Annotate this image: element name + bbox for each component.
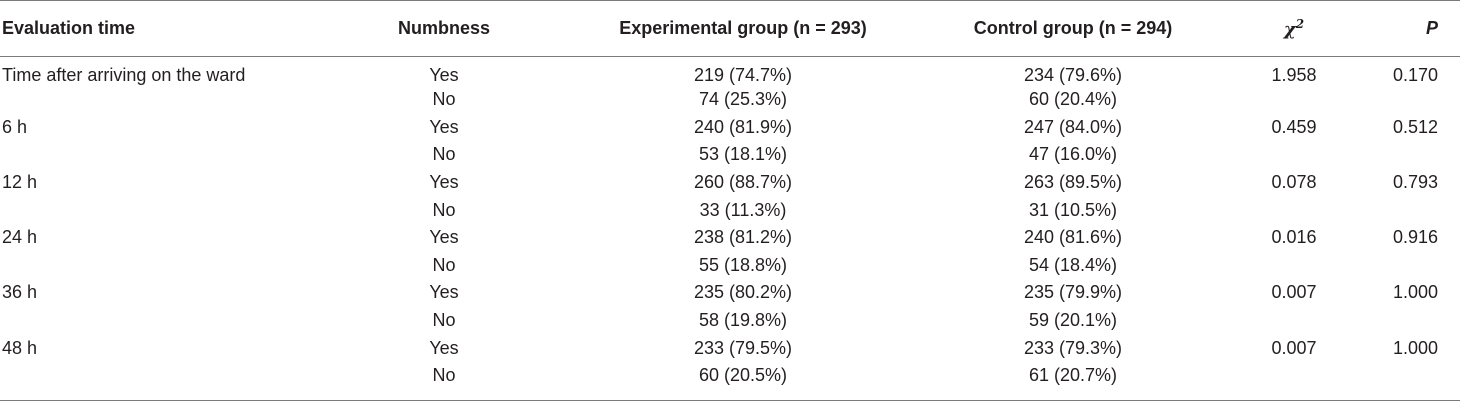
cell-numbness: Yes xyxy=(429,227,459,248)
cell-numbness: No xyxy=(330,361,518,401)
header-control-group: Control group (n = 294) xyxy=(908,0,1198,57)
cell-control: 233 (79.3%) xyxy=(1023,337,1123,358)
cell-evaluation-time: 48 h xyxy=(2,337,38,358)
cell-numbness: No xyxy=(432,199,456,220)
cell-control: 54 (18.4%) xyxy=(1028,254,1118,275)
cell-numbness: No xyxy=(432,310,456,331)
cell-chi-square xyxy=(1198,252,1350,280)
cell-experimental: 233 (79.5%) xyxy=(693,337,793,358)
header-evaluation-time: Evaluation time xyxy=(0,0,330,57)
cell-numbness: No xyxy=(432,254,456,275)
table-row: 48 h Yes 233 (79.5%) 233 (79.3%) 0.007 1.000 xyxy=(0,334,1460,362)
cell-numbness: Yes xyxy=(429,337,459,358)
cell-control: 61 (20.7%) xyxy=(908,361,1198,401)
cell-numbness: Yes xyxy=(429,65,459,85)
cell-numbness: Yes xyxy=(429,172,459,193)
cell-p-value: 1.000 xyxy=(1392,282,1438,303)
cell-chi-square xyxy=(1198,86,1350,114)
cell-evaluation-time xyxy=(0,252,330,280)
cell-control: 263 (89.5%) xyxy=(1023,172,1123,193)
cell-experimental: 260 (88.7%) xyxy=(693,172,793,193)
table-row: No 33 (11.3%) 31 (10.5%) xyxy=(0,196,1460,224)
cell-experimental: 238 (81.2%) xyxy=(693,227,793,248)
cell-control: 247 (84.0%) xyxy=(1023,116,1123,137)
header-experimental-group: Experimental group (n = 293) xyxy=(518,0,908,57)
cell-chi-square: 0.459 xyxy=(1271,116,1317,137)
cell-chi-square xyxy=(1198,196,1350,224)
cell-experimental: 240 (81.9%) xyxy=(693,116,793,137)
table-body: Time after arriving on the ward Yes 219 (7… xyxy=(0,57,1460,401)
cell-chi-square xyxy=(1198,361,1350,401)
cell-control: 240 (81.6%) xyxy=(1023,227,1123,248)
cell-chi-square: 0.016 xyxy=(1271,227,1317,248)
cell-numbness: No xyxy=(432,144,456,165)
cell-evaluation-time xyxy=(0,141,330,169)
cell-p-value: 0.170 xyxy=(1392,65,1438,85)
cell-evaluation-time: 12 h xyxy=(2,172,38,193)
cell-p-value: 0.793 xyxy=(1392,172,1438,193)
cell-evaluation-time: 24 h xyxy=(2,227,38,248)
table-row: No 60 (20.5%) 61 (20.7%) xyxy=(0,361,1460,401)
table-row: 24 h Yes 238 (81.2%) 240 (81.6%) 0.016 0.916 xyxy=(0,224,1460,252)
cell-p-value: 1.000 xyxy=(1392,337,1438,358)
cell-control: 47 (16.0%) xyxy=(1028,144,1118,165)
cell-chi-square xyxy=(1198,307,1350,335)
header-p-value: P xyxy=(1350,0,1460,57)
cell-p-value xyxy=(1350,252,1460,280)
cell-chi-square: 0.007 xyxy=(1271,337,1317,358)
header-row: Evaluation time Numbness Experimental gr… xyxy=(0,0,1460,57)
cell-numbness: Yes xyxy=(429,116,459,137)
cell-numbness: No xyxy=(432,89,456,110)
cell-experimental: 235 (80.2%) xyxy=(693,282,793,303)
cell-chi-square: 0.007 xyxy=(1271,282,1317,303)
chi-symbol: χ xyxy=(1283,19,1296,40)
cell-evaluation-time xyxy=(0,361,330,401)
cell-evaluation-time: 6 h xyxy=(2,116,28,137)
cell-evaluation-time: 36 h xyxy=(2,282,38,303)
table-row: 36 h Yes 235 (80.2%) 235 (79.9%) 0.007 1.000 xyxy=(0,279,1460,307)
table-row: No 53 (18.1%) 47 (16.0%) xyxy=(0,141,1460,169)
cell-p-value xyxy=(1350,361,1460,401)
cell-evaluation-time xyxy=(0,307,330,335)
cell-p-value: 0.512 xyxy=(1392,116,1438,137)
cell-experimental: 219 (74.7%) xyxy=(693,65,793,85)
table-header: Evaluation time Numbness Experimental gr… xyxy=(0,0,1460,57)
cell-control: 59 (20.1%) xyxy=(1028,310,1118,331)
cell-experimental: 74 (25.3%) xyxy=(698,89,788,110)
cell-control: 31 (10.5%) xyxy=(1028,199,1118,220)
cell-control: 234 (79.6%) xyxy=(1023,65,1123,85)
cell-chi-square xyxy=(1198,141,1350,169)
cell-experimental: 60 (20.5%) xyxy=(518,361,908,401)
cell-experimental: 55 (18.8%) xyxy=(698,254,788,275)
cell-evaluation-time xyxy=(0,86,330,114)
table-row: Time after arriving on the ward Yes 219 (7… xyxy=(0,57,1460,87)
cell-evaluation-time: Time after arriving on the ward xyxy=(2,65,246,85)
cell-chi-square: 0.078 xyxy=(1271,172,1317,193)
cell-numbness: Yes xyxy=(429,282,459,303)
cell-p-value xyxy=(1350,86,1460,114)
table-row: No 74 (25.3%) 60 (20.4%) xyxy=(0,86,1460,114)
table-row: No 58 (19.8%) 59 (20.1%) xyxy=(0,307,1460,335)
cell-evaluation-time xyxy=(0,196,330,224)
cell-chi-square: 1.958 xyxy=(1271,65,1317,85)
cell-p-value xyxy=(1350,141,1460,169)
cell-experimental: 33 (11.3%) xyxy=(699,199,787,220)
cell-experimental: 58 (19.8%) xyxy=(698,310,788,331)
cell-p-value xyxy=(1350,307,1460,335)
chi-superscript: 2 xyxy=(1295,17,1305,31)
cell-control: 235 (79.9%) xyxy=(1023,282,1123,303)
cell-experimental: 53 (18.1%) xyxy=(698,144,788,165)
cell-control: 60 (20.4%) xyxy=(1028,89,1118,110)
header-chi-square: χ2 xyxy=(1198,0,1350,57)
table-row: 12 h Yes 260 (88.7%) 263 (89.5%) 0.078 0.793 xyxy=(0,169,1460,197)
header-numbness: Numbness xyxy=(330,0,518,57)
cell-p-value: 0.916 xyxy=(1392,227,1438,248)
table-row: No 55 (18.8%) 54 (18.4%) xyxy=(0,252,1460,280)
cell-p-value xyxy=(1350,196,1460,224)
table-row: 6 h Yes 240 (81.9%) 247 (84.0%) 0.459 0.512 xyxy=(0,114,1460,142)
